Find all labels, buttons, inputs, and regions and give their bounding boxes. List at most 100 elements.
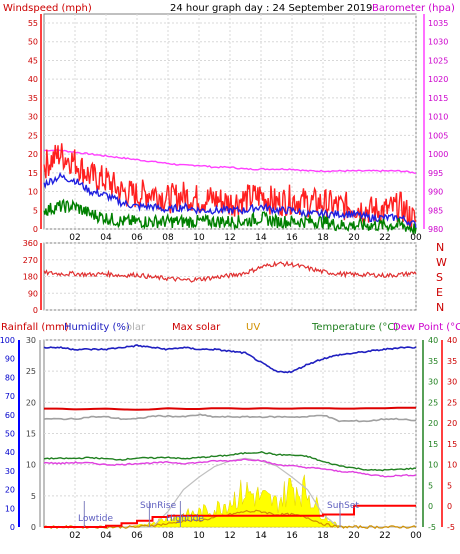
direction-line [43,260,417,283]
wind-panel-series [43,143,417,236]
direction-panel-series [43,260,417,283]
barometer-line [43,149,417,174]
dew-y-tick-25: 25 [447,398,457,407]
temp-y-tick-25: 25 [428,398,438,407]
sunset-label: SunSet [327,501,359,511]
temp-y-tick--5: -5 [428,523,436,532]
temp-y-tick-5: 5 [428,481,433,490]
baro-y-tick-1025: 1025 [428,56,448,65]
baro-y-tick-1030: 1030 [428,38,448,47]
rain-y-tick-20: 20 [26,398,36,407]
uv-label: UV [246,322,260,333]
dew-y-tick-5: 5 [447,481,452,490]
humidity-y-tick-90: 90 [5,355,15,364]
dew-y-tick-15: 15 [447,440,457,449]
wind-x-tick-08: 08 [162,233,174,243]
wind-y-tick-50: 50 [28,38,38,47]
dir-y-tick-180: 180 [23,273,38,282]
dew-y-tick-20: 20 [447,419,457,428]
rain-y-tick-5: 5 [31,492,36,501]
temp-y-tick-15: 15 [428,440,438,449]
climate-x-tick-10: 10 [193,531,205,541]
lowtide-label: Lowtide [78,514,113,524]
wind-y-tick-35: 35 [28,94,38,103]
rain-y-tick-25: 25 [26,367,36,376]
wind-x-tick-00: 00 [410,233,422,243]
wind-x-tick-14: 14 [255,233,267,243]
wind-x-tick-22: 22 [379,233,390,243]
climate-x-tick-12: 12 [224,531,235,541]
climate-x-tick-16: 16 [286,531,298,541]
max-solar-label: Max solar [172,322,221,333]
humidity-y-tick-70: 70 [5,392,15,401]
wind-y-tick-25: 25 [28,131,38,140]
gust-line [43,143,417,231]
temp-y-tick-20: 20 [428,419,438,428]
wind-x-tick-18: 18 [317,233,329,243]
wind-x-tick-06: 06 [131,233,143,243]
humidity-y-tick-80: 80 [5,373,15,382]
baro-y-tick-1005: 1005 [428,131,448,140]
temp-y-tick-10: 10 [428,461,438,470]
dir-y-tick-270: 270 [23,256,38,265]
wind-y-tick-0: 0 [33,225,38,234]
humidity-y-tick-10: 10 [5,504,15,513]
wind-x-tick-20: 20 [348,233,360,243]
dir-compass-2: S [436,271,443,284]
wind-x-tick-16: 16 [286,233,298,243]
dew-y-tick--5: -5 [447,523,455,532]
windspeed-axis-title: Windspeed (mph) [3,3,92,14]
climate-x-tick-20: 20 [348,531,360,541]
rainfall-line [44,504,416,528]
direction-panel-grid [44,242,417,311]
humidity-y-tick-100: 100 [0,336,15,345]
wind-y-tick-45: 45 [28,56,38,65]
barometer-axis-title: Barometer (hpa) [372,3,455,14]
wind-y-tick-20: 20 [28,150,38,159]
low-wind-line [43,198,417,236]
humidity-y-tick-0: 0 [10,523,15,532]
baro-y-tick-1015: 1015 [428,94,448,103]
wind-y-tick-15: 15 [28,169,38,178]
climate-x-tick-08: 08 [162,531,174,541]
wind-y-tick-40: 40 [28,75,38,84]
dir-compass-0: N [436,241,444,254]
humidity-y-tick-20: 20 [5,486,15,495]
dew-y-tick-40: 40 [447,336,457,345]
dir-compass-4: N [436,301,444,314]
max-temp-line [44,406,416,411]
temperature-line [43,451,417,472]
dew-point-line [43,458,417,478]
climate-panel-axes: 0510152025300102030405060708090100-50510… [0,336,457,541]
climate-x-tick-14: 14 [255,531,267,541]
wind-panel-axes: 0510152025303540455055980985990995100010… [28,14,448,243]
baro-y-tick-1035: 1035 [428,19,448,28]
baro-y-tick-995: 995 [428,169,443,178]
humidity-y-tick-60: 60 [5,411,15,420]
climate-x-tick-00: 00 [410,531,422,541]
wind-y-tick-55: 55 [28,19,38,28]
baro-y-tick-1000: 1000 [428,150,448,159]
dew-y-tick-0: 0 [447,502,452,511]
wind-x-tick-04: 04 [100,233,112,243]
temp-y-tick-40: 40 [428,336,438,345]
climate-x-tick-22: 22 [379,531,390,541]
dew-point-label: Dew Point (°C) [393,322,460,333]
climate-x-tick-02: 02 [69,531,80,541]
baro-y-tick-1020: 1020 [428,75,448,84]
temp-y-tick-35: 35 [428,357,438,366]
baro-y-tick-1010: 1010 [428,113,448,122]
climate-panel-series [43,344,417,530]
humidity-label: Humidity (%) [64,322,130,333]
sunrise-label: SunRise [140,501,177,511]
wind-y-tick-10: 10 [28,188,38,197]
baro-y-tick-985: 985 [428,206,443,215]
humidity-y-tick-30: 30 [5,467,15,476]
temp-y-tick-30: 30 [428,378,438,387]
baro-y-tick-990: 990 [428,188,443,197]
dew-y-tick-10: 10 [447,461,457,470]
wind-x-tick-10: 10 [193,233,205,243]
